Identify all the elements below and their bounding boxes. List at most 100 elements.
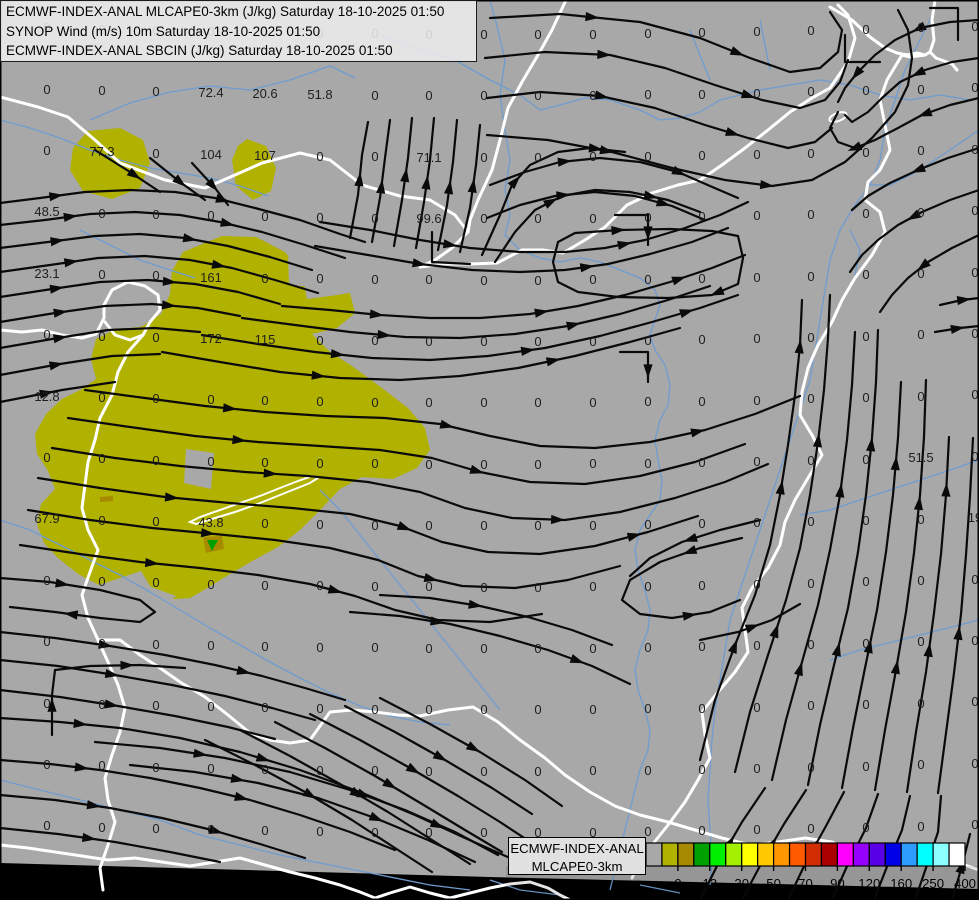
svg-text:0: 0 [753, 822, 760, 837]
svg-text:0: 0 [917, 696, 924, 711]
svg-text:0: 0 [698, 516, 705, 531]
svg-text:0: 0 [98, 267, 105, 282]
svg-text:0: 0 [316, 517, 323, 532]
svg-text:51.5: 51.5 [908, 450, 933, 465]
svg-text:0: 0 [698, 148, 705, 163]
svg-text:0: 0 [534, 764, 541, 779]
svg-text:0: 0 [917, 389, 924, 404]
legend-title-line1: ECMWF-INDEX-ANAL [510, 841, 644, 856]
cape-patch-ne [232, 139, 276, 200]
svg-text:0: 0 [644, 87, 651, 102]
svg-text:0: 0 [971, 449, 978, 464]
svg-text:115: 115 [255, 332, 276, 347]
svg-text:0: 0 [753, 700, 760, 715]
cape-patches-layer [35, 128, 430, 601]
svg-text:0: 0 [371, 333, 378, 348]
svg-text:12.8: 12.8 [34, 389, 59, 404]
svg-text:0: 0 [534, 580, 541, 595]
svg-text:0: 0 [698, 332, 705, 347]
svg-text:0: 0 [644, 333, 651, 348]
svg-text:0: 0 [589, 211, 596, 226]
svg-text:0: 0 [371, 149, 378, 164]
svg-text:0: 0 [371, 456, 378, 471]
svg-text:0: 0 [862, 697, 869, 712]
svg-text:0: 0 [753, 454, 760, 469]
svg-text:0: 0 [698, 823, 705, 838]
svg-text:0: 0 [589, 641, 596, 656]
svg-text:0: 0 [261, 455, 268, 470]
svg-text:0: 0 [971, 756, 978, 771]
svg-text:0: 0 [534, 150, 541, 165]
svg-text:0: 0 [807, 637, 814, 652]
svg-text:0: 0 [480, 395, 487, 410]
svg-text:0: 0 [534, 27, 541, 42]
svg-text:0: 0 [425, 641, 432, 656]
svg-text:0: 0 [425, 457, 432, 472]
svg-text:161: 161 [200, 270, 222, 285]
svg-text:0: 0 [534, 825, 541, 840]
svg-text:0: 0 [862, 329, 869, 344]
svg-text:0: 0 [207, 699, 214, 714]
svg-text:0: 0 [43, 818, 50, 833]
svg-text:0: 0 [971, 387, 978, 402]
svg-text:0: 0 [753, 577, 760, 592]
svg-text:0: 0 [261, 823, 268, 838]
svg-text:0: 0 [371, 579, 378, 594]
svg-text:0: 0 [371, 518, 378, 533]
svg-text:0: 0 [152, 514, 159, 529]
svg-text:0: 0 [644, 824, 651, 839]
svg-text:0: 0 [316, 271, 323, 286]
svg-text:0: 0 [917, 266, 924, 281]
svg-text:0: 0 [589, 702, 596, 717]
svg-text:104: 104 [200, 147, 222, 162]
svg-text:0: 0 [371, 272, 378, 287]
svg-text:0: 0 [316, 640, 323, 655]
svg-text:0: 0 [425, 702, 432, 717]
svg-text:0: 0 [644, 456, 651, 471]
svg-text:0: 0 [480, 702, 487, 717]
svg-text:77.3: 77.3 [89, 144, 114, 159]
svg-text:0: 0 [644, 210, 651, 225]
svg-text:0: 0 [43, 143, 50, 158]
svg-text:0: 0 [753, 270, 760, 285]
svg-text:0: 0 [807, 269, 814, 284]
svg-text:0: 0 [425, 764, 432, 779]
legend-title-line2: MLCAPE0-3km [531, 858, 623, 874]
svg-text:0: 0 [425, 272, 432, 287]
svg-text:0: 0 [480, 580, 487, 595]
svg-text:0: 0 [589, 272, 596, 287]
svg-text:0: 0 [807, 146, 814, 161]
svg-text:160: 160 [890, 876, 912, 891]
svg-text:0: 0 [753, 638, 760, 653]
svg-text:0: 0 [917, 634, 924, 649]
svg-text:0: 0 [644, 763, 651, 778]
svg-text:0: 0 [98, 758, 105, 773]
svg-text:0: 0 [807, 453, 814, 468]
svg-text:0: 0 [261, 393, 268, 408]
svg-text:0: 0 [43, 634, 50, 649]
svg-text:0: 0 [753, 331, 760, 346]
svg-text:0: 0 [316, 394, 323, 409]
svg-text:0: 0 [316, 210, 323, 225]
svg-text:0: 0 [316, 763, 323, 778]
svg-text:0: 0 [261, 639, 268, 654]
svg-text:0: 0 [261, 578, 268, 593]
svg-text:0: 0 [43, 327, 50, 342]
svg-text:0: 0 [971, 265, 978, 280]
svg-text:0: 0 [261, 700, 268, 715]
svg-text:0: 0 [480, 825, 487, 840]
svg-text:0: 0 [152, 268, 159, 283]
svg-text:30: 30 [734, 876, 749, 891]
svg-text:0: 0 [207, 638, 214, 653]
svg-text:0: 0 [371, 763, 378, 778]
svg-text:0: 0 [698, 578, 705, 593]
svg-text:0: 0 [644, 26, 651, 41]
svg-text:0: 0 [98, 329, 105, 344]
cape-patch-nw [70, 128, 150, 199]
svg-text:0: 0 [261, 209, 268, 224]
svg-text:0: 0 [589, 825, 596, 840]
svg-text:0: 0 [862, 267, 869, 282]
svg-text:0: 0 [534, 702, 541, 717]
